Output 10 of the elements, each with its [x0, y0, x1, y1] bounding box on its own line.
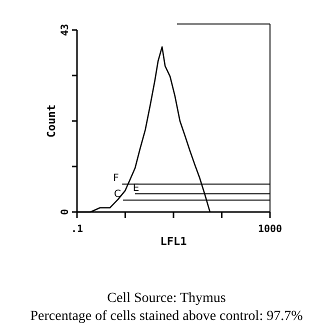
x-axis-title: LFL1: [160, 235, 188, 248]
y-tick-label: 43: [60, 24, 71, 36]
x-tick-label: .1: [70, 224, 84, 235]
series-label: C: [114, 189, 122, 200]
x-tick-label: 1000: [258, 224, 282, 235]
y-tick-label: 0: [60, 208, 71, 216]
text: Cell Source: Thymus: [107, 291, 226, 306]
series-label: F: [113, 173, 120, 184]
y-axis-title: Count: [45, 104, 58, 138]
text: Percentage of cells stained above control: 97.7%: [30, 309, 304, 324]
